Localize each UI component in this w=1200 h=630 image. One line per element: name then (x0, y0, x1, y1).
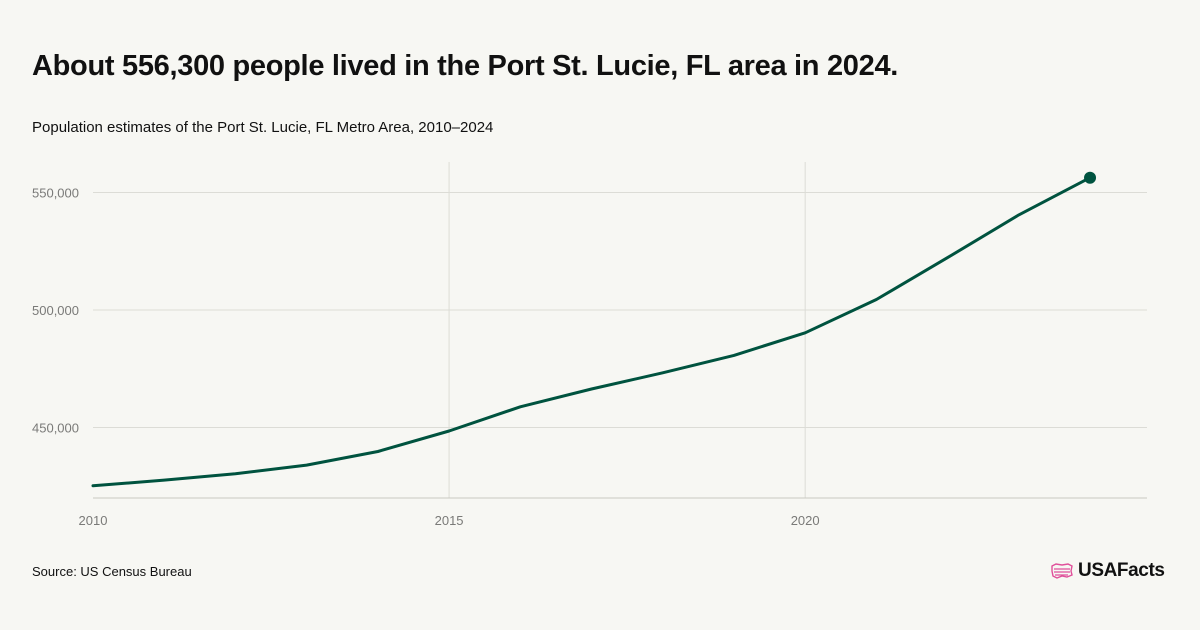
x-tick-label: 2020 (791, 513, 820, 528)
brand-name: USAFacts (1078, 560, 1165, 581)
x-axis-ticks: 2010 2015 2020 (79, 513, 820, 528)
y-axis-ticks: 450,000 500,000 550,000 (32, 186, 79, 436)
chart-subtitle: Population estimates of the Port St. Luc… (32, 119, 494, 136)
y-tick-label: 500,000 (32, 303, 79, 318)
chart-title: About 556,300 people lived in the Port S… (32, 50, 899, 82)
us-map-flag-icon (1051, 563, 1073, 579)
y-tick-label: 550,000 (32, 186, 79, 201)
series-layer (91, 171, 1097, 488)
brand-logo: USAFacts (1050, 560, 1165, 582)
y-tick-label: 450,000 (32, 421, 79, 436)
grid-layer (93, 162, 1147, 499)
source-note: Source: US Census Bureau (32, 564, 192, 579)
end-point-marker (1084, 171, 1097, 184)
x-tick-label: 2010 (79, 513, 108, 528)
series-line (91, 176, 1092, 488)
x-tick-label: 2015 (435, 513, 464, 528)
